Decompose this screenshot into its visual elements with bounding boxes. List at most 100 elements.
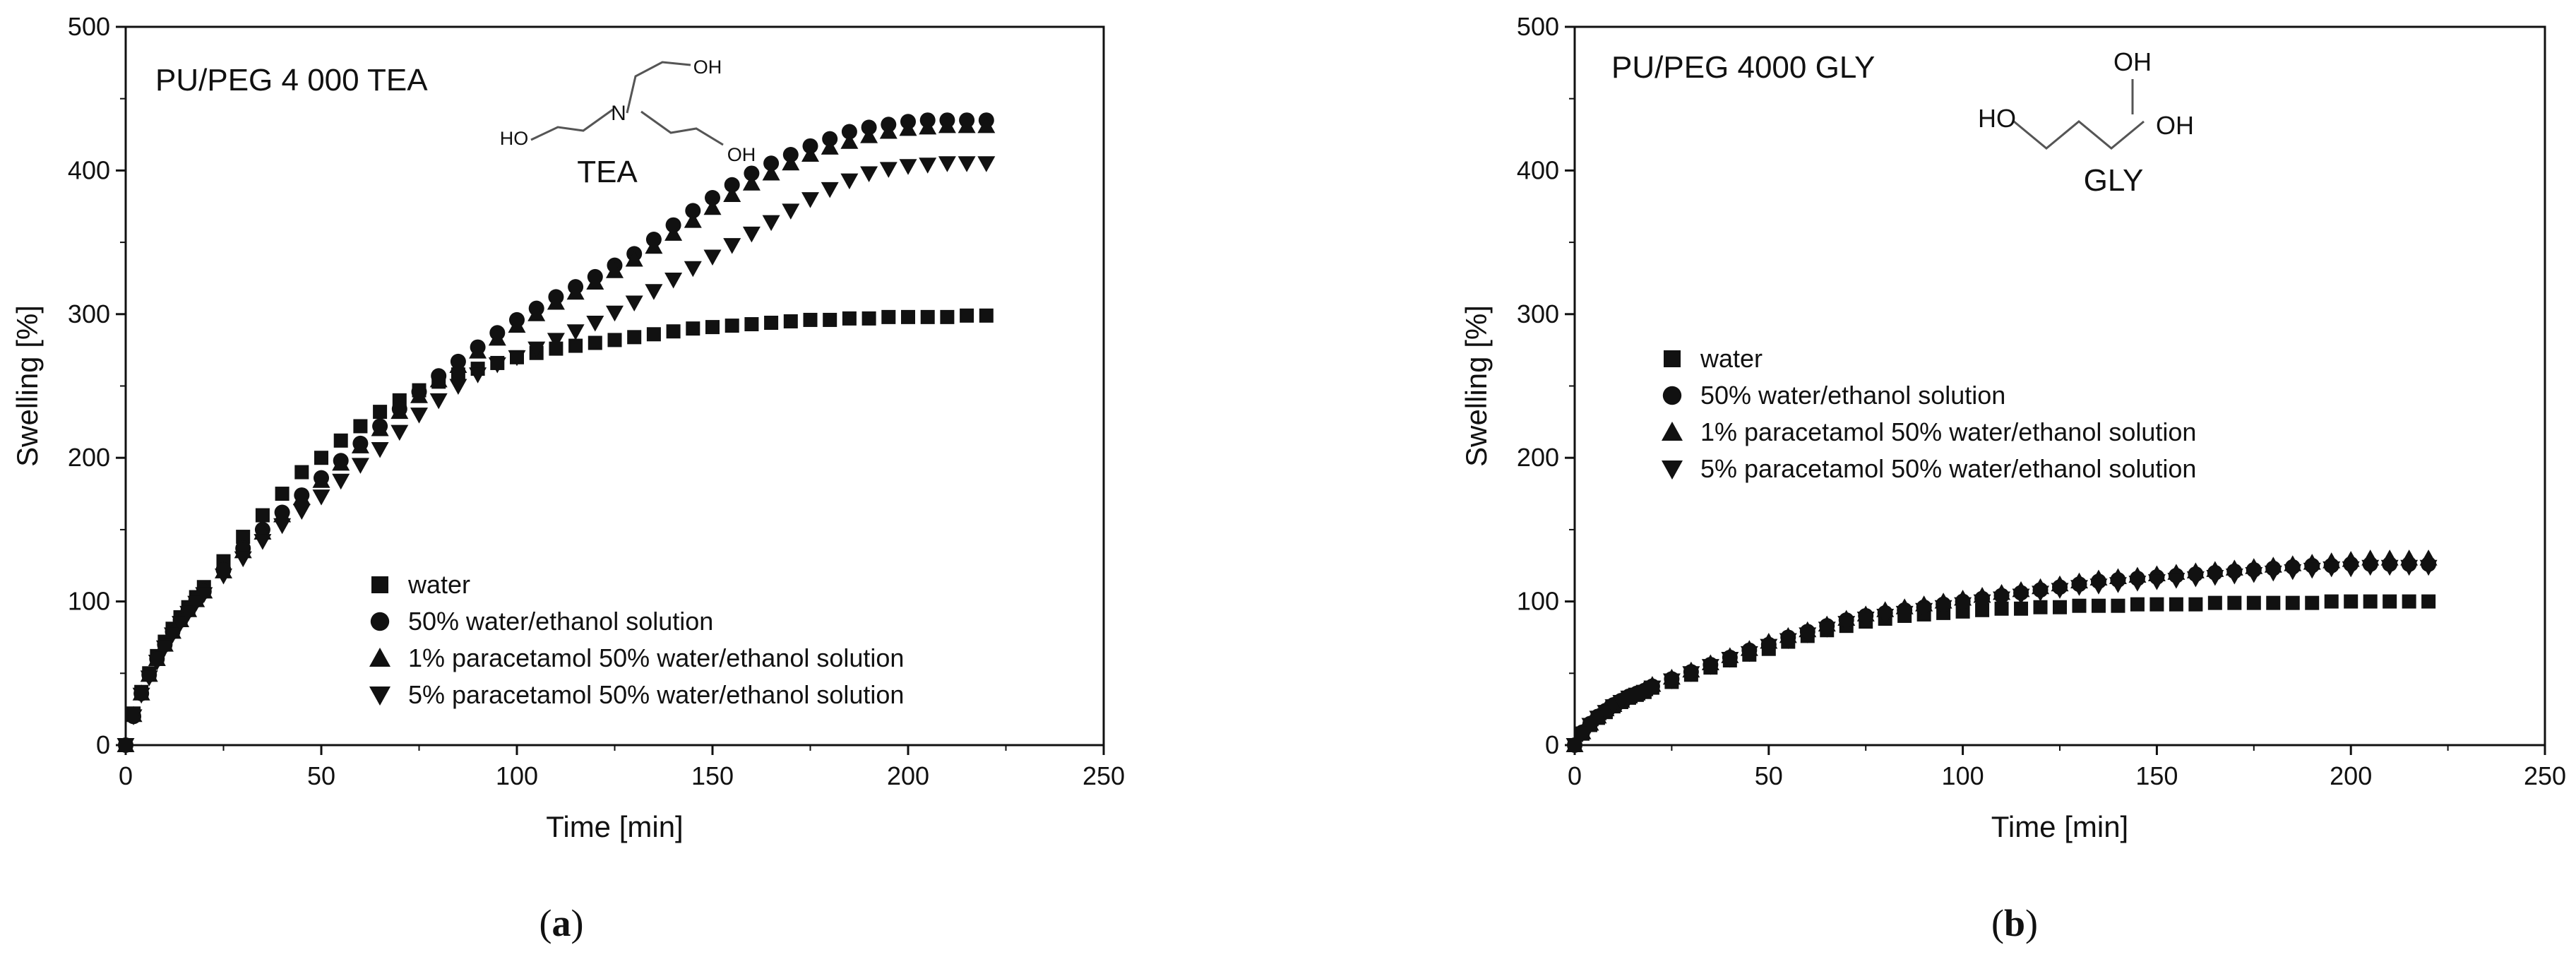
panel-b-series-0-point bbox=[2363, 594, 2378, 609]
panel-a-legend-marker bbox=[369, 686, 390, 706]
panel-a-series-2-point bbox=[351, 437, 369, 453]
panel-b-series-3-point bbox=[1799, 627, 1817, 643]
panel-a-series-2-point bbox=[606, 262, 624, 278]
panel-a-series-0-point bbox=[353, 419, 368, 434]
panel-a-series-0-point bbox=[275, 487, 290, 501]
panel-b-legend: water 50% water/ethanol solution 1% parace… bbox=[1662, 344, 2196, 483]
panel-a-series-2-point bbox=[645, 237, 663, 254]
panel-a-series-2-point bbox=[879, 122, 898, 139]
tea-arm-top bbox=[626, 61, 691, 114]
panel-b-legend-label: 5% paracetamol 50% water/ethanol solutio… bbox=[1700, 454, 2196, 483]
panel-b-series-0-point bbox=[2285, 595, 2300, 610]
panel-a-legend-label: water bbox=[407, 570, 470, 599]
tea-oh-top: OH bbox=[693, 57, 722, 78]
panel-a-series-2-point bbox=[469, 343, 487, 359]
panel-b-y-axis-label: Swelling [%] bbox=[1460, 305, 1493, 467]
panel-a-series-0-point bbox=[705, 320, 720, 335]
panel-b-series-3-point bbox=[1856, 612, 1875, 628]
panel-b-legend-marker bbox=[1662, 460, 1683, 480]
panel-a-series-0-point bbox=[744, 317, 759, 332]
gly-name-label: GLY bbox=[2084, 163, 2144, 198]
panel-a-series-3-point bbox=[919, 157, 937, 174]
panel-b-series-0-point bbox=[2130, 597, 2145, 612]
panel-a-series-3-point bbox=[508, 350, 526, 367]
panel-a-legend-marker bbox=[370, 612, 390, 631]
panel-b-caption: (b) bbox=[1991, 902, 2038, 944]
panel-a-series-2-point bbox=[586, 273, 604, 290]
panel-b-series-0-point bbox=[2324, 594, 2339, 609]
panel-a-series-0-point bbox=[764, 316, 779, 331]
tea-molecule bbox=[530, 61, 724, 146]
panel-a-series-2-point bbox=[899, 119, 917, 136]
panel-b-series-0-point bbox=[2207, 595, 2222, 610]
panel-a-series-2-point bbox=[449, 357, 467, 374]
panel-b-title: PU/PEG 4000 GLY bbox=[1611, 50, 1875, 85]
panel-a-series-2-point bbox=[703, 198, 722, 215]
panel-a-x-tick-label: 0 bbox=[119, 761, 133, 790]
panel-b-series-3-point bbox=[2361, 559, 2380, 576]
gly-ho-left: HO bbox=[1978, 104, 2016, 133]
panel-b-y-tick-label: 200 bbox=[1517, 443, 1559, 472]
panel-a-series-3-point bbox=[390, 424, 409, 441]
panel-a-series-2-point bbox=[332, 454, 350, 471]
panel-a-series-3-point bbox=[645, 284, 663, 300]
panel-a: 0 50 100 150 200 250 0 100 200 300 400 500 Time [min… bbox=[11, 12, 1125, 944]
panel-b-x-tick-label: 250 bbox=[2524, 761, 2566, 790]
panel-a-series-3-point bbox=[684, 261, 702, 278]
panel-a-series-3-point bbox=[606, 305, 624, 322]
panel-a-series-3-point bbox=[172, 616, 190, 632]
panel-a-series-2-point bbox=[292, 489, 311, 506]
panel-b-series-3-point bbox=[2303, 562, 2321, 579]
tea-nitrogen-label: N bbox=[611, 102, 626, 125]
panel-b-x-tick-label: 0 bbox=[1568, 761, 1582, 790]
panel-b-series-3-point bbox=[2147, 574, 2166, 590]
panel-b-plot-area: 0 50 100 150 200 250 0 100 200 300 400 500 Time [min… bbox=[1460, 12, 2566, 843]
panel-a-series-2-point bbox=[919, 118, 937, 135]
panel-b-series-3-point bbox=[2186, 571, 2205, 588]
panel-a-series-0-point bbox=[881, 309, 896, 324]
panel-b-series-3-point bbox=[1837, 616, 1856, 632]
panel-a-series-2-point bbox=[547, 294, 565, 310]
panel-a-series-3-point bbox=[821, 182, 839, 198]
panel-b-series-0-point bbox=[2421, 594, 2436, 609]
panel-b-series-3-point bbox=[2284, 564, 2302, 581]
panel-b-legend-marker bbox=[1664, 350, 1681, 367]
panel-b-series-3-point bbox=[2012, 588, 2030, 605]
panel-b-series-3-point bbox=[1721, 651, 1739, 668]
panel-a-series-3-point bbox=[148, 655, 166, 671]
panel-a-series-3-point bbox=[547, 333, 565, 349]
panel-a-series-2-point bbox=[860, 127, 878, 143]
panel-b-series-0-point bbox=[2402, 594, 2416, 609]
panel-a-series-3-point bbox=[163, 627, 181, 643]
panel-a-series-3-point bbox=[840, 173, 859, 190]
panel-b-series-3-point bbox=[2051, 583, 2069, 599]
panel-a-series-0-point bbox=[783, 314, 798, 328]
panel-b-series-3-point bbox=[1895, 605, 1914, 622]
panel-b-series-3-point bbox=[2380, 559, 2399, 576]
panel-b-series-3-point bbox=[1934, 600, 1952, 617]
panel-b-series-3-point bbox=[2342, 561, 2360, 578]
panel-a-series-0-point bbox=[314, 451, 328, 465]
panel-b-series-3-point bbox=[2264, 565, 2282, 582]
panel-a-series-3-point bbox=[977, 156, 996, 172]
panel-a-series-2-point bbox=[723, 186, 741, 202]
panel-b-series-3-point bbox=[1915, 602, 1933, 619]
panel-b-series-0-point bbox=[2014, 601, 2029, 616]
panel-a-y-tick-label: 500 bbox=[68, 12, 110, 41]
gly-chain bbox=[2013, 120, 2145, 150]
panel-b-y-tick-label: 400 bbox=[1517, 155, 1559, 184]
panel-a-series-0-point bbox=[607, 333, 622, 347]
panel-b-legend-label: 50% water/ethanol solution bbox=[1700, 381, 2005, 410]
panel-b-series-3-point bbox=[2109, 577, 2127, 593]
panel-b-series-3-point bbox=[2322, 561, 2341, 578]
panel-b-legend-marker bbox=[1662, 386, 1682, 405]
panel-b-series-3-point bbox=[1954, 597, 1972, 614]
panel-b-series-3-point bbox=[1701, 659, 1719, 675]
panel-b-x-axis-label: Time [min] bbox=[1991, 810, 2128, 843]
panel-a-series-0-point bbox=[920, 309, 935, 324]
panel-a-series-0-point bbox=[823, 312, 837, 327]
panel-a-series-0-point bbox=[960, 308, 974, 323]
panel-b-series-3-point bbox=[2032, 586, 2050, 602]
panel-a-series-0-point bbox=[236, 530, 251, 545]
panel-b-series-3-point bbox=[2206, 570, 2224, 586]
